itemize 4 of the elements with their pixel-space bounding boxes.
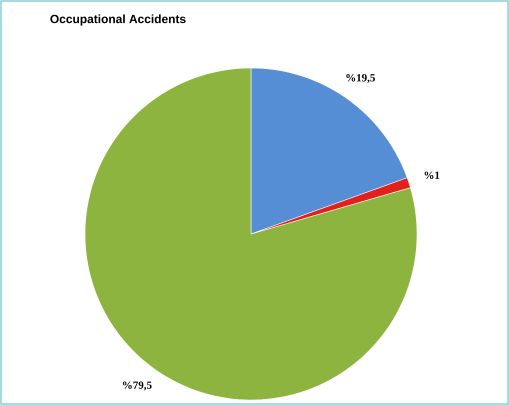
data-label: %1 [424,172,440,179]
data-label: %19,5 [346,74,375,84]
chart-title: Occupational Accidents [50,14,186,26]
data-label: %79,5 [122,381,152,390]
